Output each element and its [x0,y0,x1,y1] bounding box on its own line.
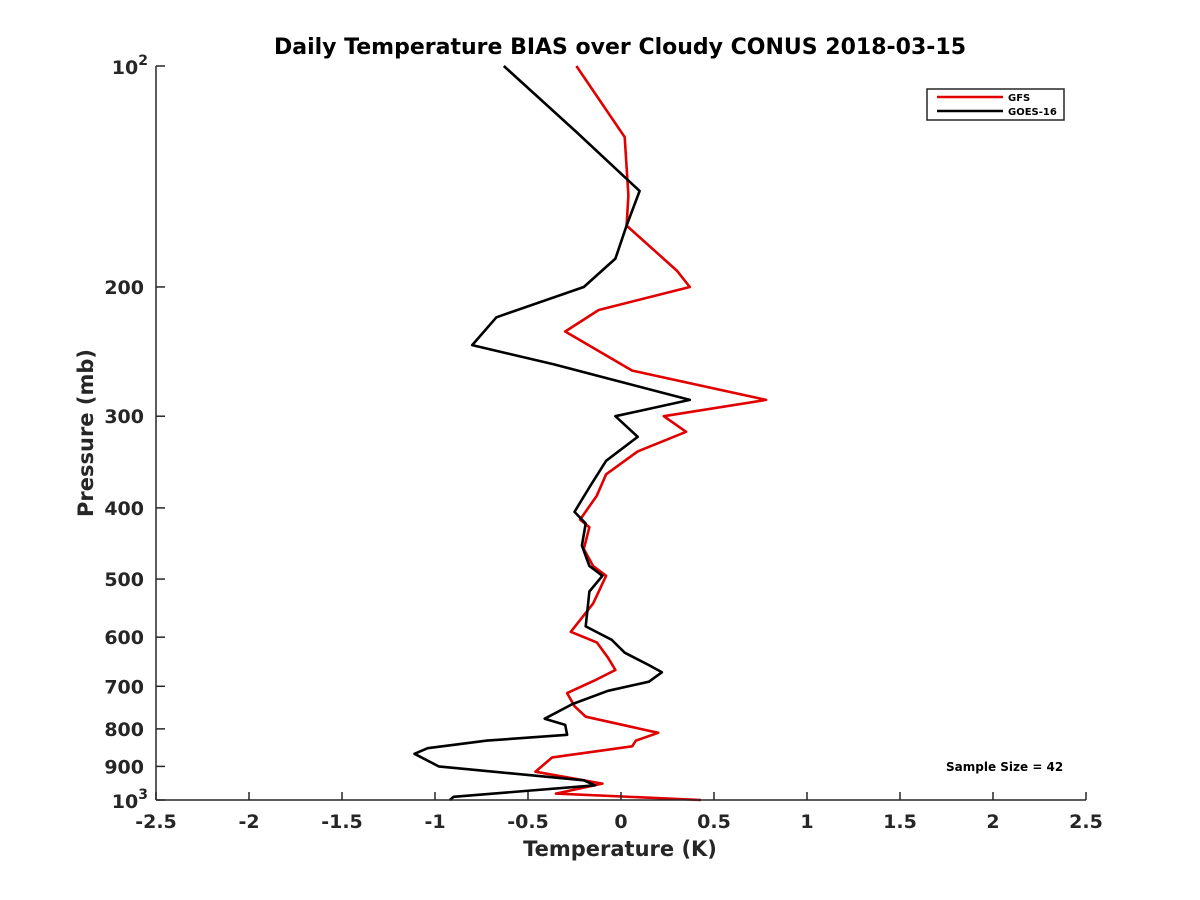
series-layer [413,65,768,802]
y-tick-label: 700 [104,676,144,698]
y-tick-label: 500 [104,569,144,591]
legend-box [926,88,1065,121]
x-tick-label: 2 [986,811,999,833]
x-tick-label: -2.5 [135,811,177,833]
y-tick-label: 102 [112,53,148,79]
x-tick-label: -0.5 [507,811,549,833]
y-tick-label: 600 [104,627,144,649]
x-axis-title: Temperature (K) [523,837,717,861]
axes-layer [155,66,1086,801]
y-tick-label: 900 [104,756,144,778]
y-tick-label-exponent: 2 [138,53,148,69]
x-tick-label: 1 [800,811,813,833]
y-tick-label-base: 10 [112,791,138,813]
y-tick-label: 400 [104,498,144,520]
y-tick-label-base: 10 [112,57,138,79]
x-tick-label: 0 [614,811,627,833]
x-tick-label: 2.5 [1069,811,1103,833]
x-ticks: -2.5 -2 -1.5 -1 -0.5 0 0.5 1 1.5 2 2.5 [135,792,1103,833]
y-axis-title: Pressure (mb) [74,349,98,517]
y-tick-label: 300 [104,406,144,428]
legend: GFS GOES-16 [926,88,1065,121]
x-tick-label: -2 [238,811,259,833]
series-line-goes-16 [413,65,692,801]
legend-label: GOES-16 [1008,107,1057,118]
y-tick-label: 200 [104,277,144,299]
x-tick-label: -1 [424,811,445,833]
y-tick-label: 800 [104,719,144,741]
x-tick-label: -1.5 [321,811,363,833]
chart-title: Daily Temperature BIAS over Cloudy CONUS… [274,35,966,60]
series-line-gfs [534,65,768,802]
x-tick-label: 1.5 [883,811,917,833]
sample-size-annotation: Sample Size = 42 [946,760,1063,774]
y-tick-label: 103 [112,787,148,813]
x-tick-label: 0.5 [697,811,731,833]
legend-label: GFS [1008,93,1030,104]
y-tick-label-exponent: 3 [138,787,148,803]
